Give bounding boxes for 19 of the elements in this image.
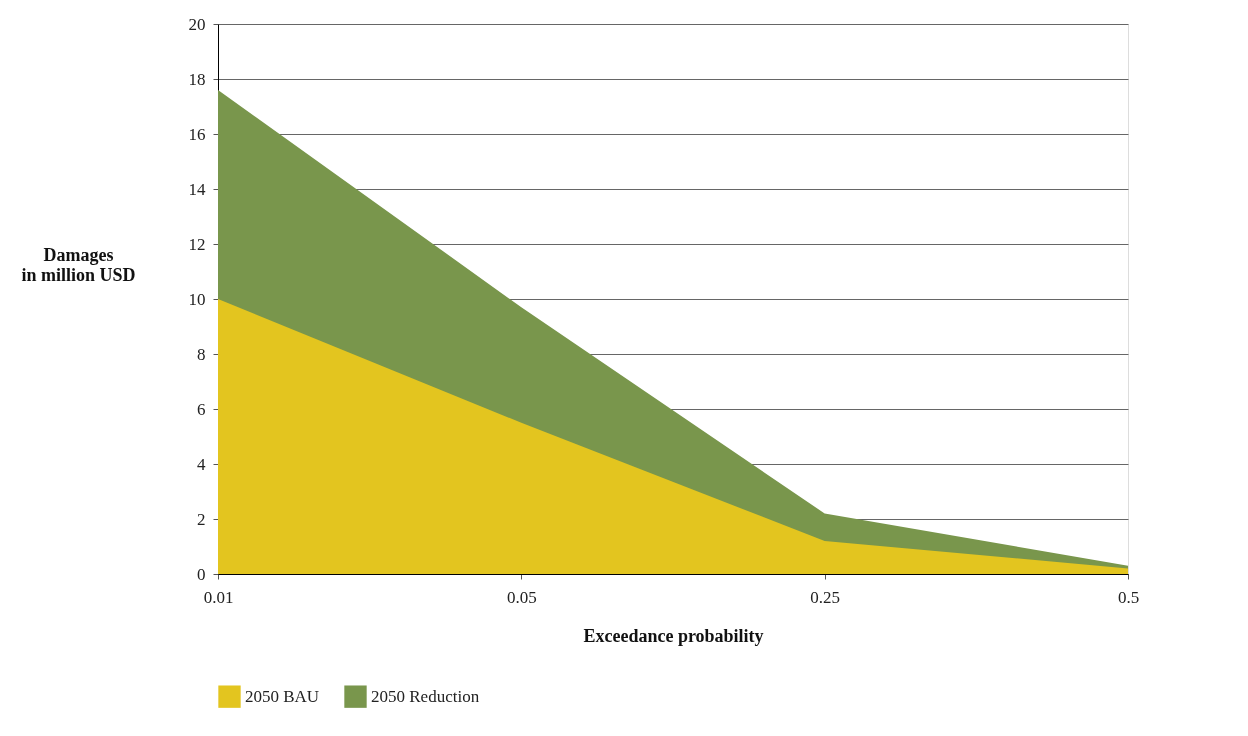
- y-tick-label: 4: [197, 454, 206, 474]
- y-tick-label: 10: [188, 289, 206, 309]
- legend-label: 2050 Reduction: [371, 686, 480, 706]
- x-tick-label: 0.5: [1117, 587, 1140, 607]
- y-tick-label: 12: [188, 234, 206, 254]
- y-axis-title: Damages in million USD: [21, 244, 136, 285]
- legend-label: 2050 BAU: [245, 686, 320, 706]
- x-tick-label: 0.05: [506, 587, 537, 607]
- x-axis-title: Exceedance probability: [583, 625, 764, 646]
- y-tick-label: 0: [197, 564, 206, 584]
- y-tick-label: 20: [188, 14, 206, 34]
- x-tick-label: 0.25: [810, 587, 841, 607]
- y-tick-label: 6: [197, 399, 206, 419]
- y-tick-label: 14: [188, 179, 206, 199]
- y-tick-label: 18: [188, 69, 206, 89]
- x-tick-label: 0.01: [203, 587, 234, 607]
- y-tick-label: 2: [197, 509, 206, 529]
- y-tick-label: 8: [197, 344, 206, 364]
- y-tick-label: 16: [188, 124, 206, 144]
